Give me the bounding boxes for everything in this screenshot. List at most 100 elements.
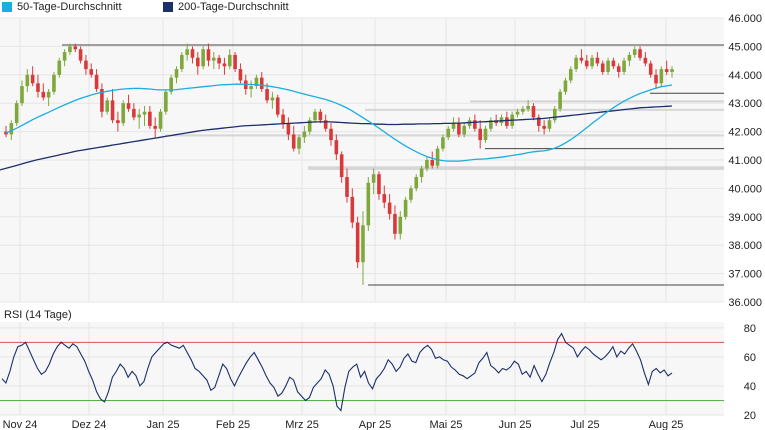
rsi-y-tick-label: 40 [744,381,756,393]
candle-body [52,74,56,92]
candle-body [419,168,424,178]
rsi-y-tick-label: 80 [744,323,756,335]
ma200-line [0,105,673,171]
candle-body [478,128,482,141]
candle-body [14,103,19,124]
candle-body [611,60,616,67]
candle-body [584,60,589,67]
candle [132,103,136,121]
candle [441,134,445,152]
candle-body [552,108,557,121]
candle-body [377,174,381,195]
candle-body [403,199,408,217]
candle-body [233,54,237,70]
candle-body [366,182,371,226]
candle-body [20,86,24,104]
candle-body [190,49,195,58]
candle [180,52,184,72]
candle [89,63,94,78]
candle [419,165,424,183]
candle-body [286,123,291,135]
candle-body [302,131,307,138]
candle-body [100,89,104,112]
candle [57,57,62,78]
candle-body [254,77,259,87]
candle-body [206,49,211,61]
candle [483,125,488,143]
candle-body [307,120,312,132]
candle-body [590,57,594,67]
candle [52,71,56,95]
main-y-tick-label: 43.000 [728,98,762,110]
candle [222,57,227,75]
candle-body [116,120,120,124]
candle-body [180,54,184,70]
candle-body [94,74,99,89]
candle [142,106,147,126]
x-tick-label: Dez 24 [72,419,107,430]
candle [265,83,269,104]
candle-body [473,120,477,129]
candle-body [137,114,141,118]
candle-body [196,57,200,67]
main-y-tick-label: 45.000 [728,41,762,53]
candle [185,43,189,61]
candle-body [270,97,275,101]
candle-body [595,57,600,64]
candle-body [574,57,578,70]
x-tick-label: Aug 25 [649,419,684,430]
candle [590,54,594,70]
candle [153,117,157,138]
candle [238,63,243,84]
candle [126,94,131,112]
candle-body [435,148,440,166]
candle [174,66,179,84]
candle [670,66,674,78]
candle-body [259,77,264,89]
candle-body [526,106,530,109]
candle [547,117,552,132]
candle-body [73,46,78,50]
main-y-tick-label: 46.000 [728,13,762,25]
candle [457,117,461,138]
x-tick-label: Apr 25 [359,419,391,430]
candle [84,54,88,75]
candle [361,211,365,285]
candle [110,89,115,124]
candle [579,49,584,64]
candle-body [339,154,344,178]
candle-body [169,77,173,92]
candle [201,46,205,70]
candle [622,57,626,75]
candle [435,145,440,169]
candle [632,46,637,58]
candle [286,117,291,141]
candle-body [110,100,115,121]
candle-body [350,196,355,223]
candle-body [409,188,413,200]
candle-body [313,111,317,121]
candle [462,123,467,138]
candle-body [30,74,35,84]
candle-body [238,69,243,81]
main-y-tick-label: 41.000 [728,155,762,167]
candle-body [105,100,110,112]
candle-body [57,60,62,75]
candle [616,63,621,78]
candle-body [382,194,387,203]
candle [62,49,67,67]
candle-body [158,111,163,129]
candle [36,74,40,98]
candle [78,46,83,64]
candle-body [211,57,216,61]
candle [41,83,46,101]
candle [275,94,280,118]
candle-body [483,128,488,141]
candle [105,97,110,115]
support-zone [308,166,724,170]
candle-body [46,91,51,98]
candle [654,69,658,89]
candle [414,174,419,192]
candle [611,57,616,70]
